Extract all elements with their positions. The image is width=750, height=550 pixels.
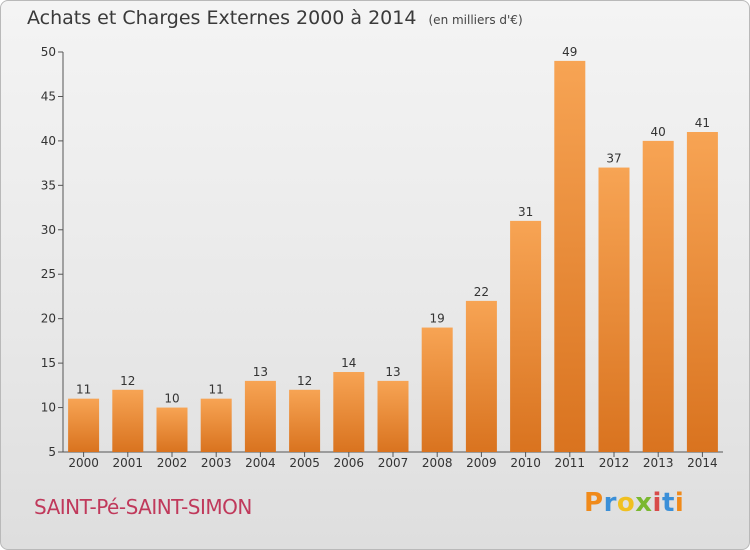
data-label: 12 (120, 374, 135, 388)
x-tick-label: 2010 (510, 456, 541, 470)
data-label: 19 (430, 312, 445, 326)
x-tick-label: 2004 (245, 456, 276, 470)
data-label: 40 (651, 125, 666, 139)
data-label: 10 (164, 392, 179, 406)
x-tick-label: 2012 (599, 456, 630, 470)
x-tick-label: 2014 (687, 456, 718, 470)
location-name: SAINT-Pé-SAINT-SIMON (34, 495, 252, 519)
y-tick-label: 10 (41, 401, 56, 415)
x-tick-label: 2013 (643, 456, 674, 470)
x-tick-label: 2001 (113, 456, 144, 470)
bar-2014 (686, 132, 718, 452)
bar-2001 (112, 389, 144, 452)
data-label: 49 (562, 45, 577, 59)
x-tick-label: 2008 (422, 456, 453, 470)
data-label: 22 (474, 285, 489, 299)
y-tick-label: 50 (41, 45, 56, 59)
x-tick-label: 2009 (466, 456, 497, 470)
proxiti-logo: Proxiti (584, 488, 684, 518)
data-label: 31 (518, 205, 533, 219)
bar-2008 (421, 327, 453, 452)
data-label: 12 (297, 374, 312, 388)
data-label: 13 (253, 365, 268, 379)
y-tick-label: 15 (41, 356, 56, 370)
bar-2004 (244, 380, 276, 452)
logo-letter: P (584, 488, 604, 518)
bar-2010 (510, 220, 542, 452)
chart-title-text: Achats et Charges Externes 2000 à 2014 (27, 7, 417, 29)
x-tick-label: 2003 (201, 456, 232, 470)
chart-title: Achats et Charges Externes 2000 à 2014 (… (27, 7, 523, 29)
x-tick-label: 2000 (68, 456, 99, 470)
logo-letter: o (616, 488, 636, 518)
y-tick-label: 45 (41, 89, 56, 103)
bar-2007 (377, 380, 409, 452)
bar-2012 (598, 167, 630, 453)
data-label: 13 (385, 365, 400, 379)
y-tick-label: 40 (41, 134, 56, 148)
bar-2011 (554, 60, 586, 453)
x-tick-label: 2007 (378, 456, 409, 470)
data-label: 11 (76, 383, 91, 397)
chart-unit: (en milliers d'€) (428, 13, 523, 27)
x-tick-label: 2005 (289, 456, 320, 470)
logo-letter: r (603, 488, 617, 518)
data-label: 41 (695, 116, 710, 130)
y-tick-label: 30 (41, 223, 56, 237)
logo-letter: x (635, 488, 653, 518)
chart-bars (68, 60, 718, 453)
y-tick-label: 20 (41, 312, 56, 326)
logo-letter: t (661, 488, 675, 518)
x-tick-label: 2006 (334, 456, 365, 470)
bar-2002 (156, 407, 188, 452)
data-label: 37 (606, 152, 621, 166)
bar-2003 (200, 398, 232, 452)
x-tick-label: 2011 (555, 456, 586, 470)
bar-2006 (333, 372, 365, 452)
y-tick-label: 35 (41, 178, 56, 192)
logo-letter: i (652, 488, 662, 518)
x-tick-label: 2002 (157, 456, 188, 470)
data-label: 14 (341, 356, 356, 370)
chart-data-labels: 11 12 10 11 13 12 14 13 19 22 31 49 37 40 41 (76, 45, 710, 406)
logo-letter: i (674, 488, 685, 518)
y-tick-label: 25 (41, 267, 56, 281)
data-label: 11 (209, 383, 224, 397)
bar-2000 (68, 398, 100, 452)
bar-2013 (642, 140, 674, 452)
bar-2005 (289, 389, 321, 452)
y-tick-label: 5 (48, 445, 56, 459)
bar-2009 (465, 300, 497, 452)
